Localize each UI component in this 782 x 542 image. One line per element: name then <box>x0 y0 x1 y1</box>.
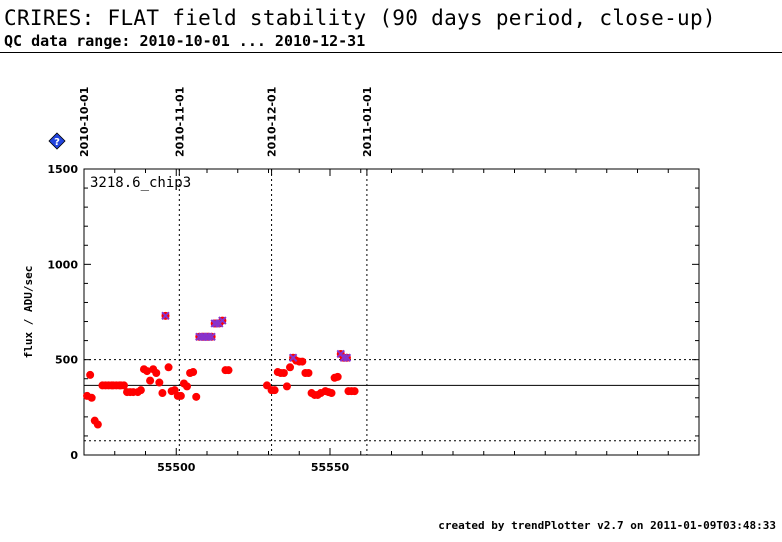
data-point[interactable] <box>304 369 313 378</box>
data-point[interactable] <box>192 392 201 401</box>
data-point[interactable] <box>146 376 155 385</box>
header-divider <box>0 52 782 53</box>
date-marker-label: 2010-10-01 <box>78 87 91 157</box>
y-tick-label: 1500 <box>47 163 78 176</box>
outlier-marker <box>288 353 298 362</box>
data-point[interactable] <box>152 369 161 378</box>
outlier-marker <box>342 353 352 362</box>
data-range-subtitle: QC data range: 2010-10-01 ... 2010-12-31 <box>4 32 366 50</box>
data-point[interactable] <box>224 366 233 375</box>
x-tick-label: 55550 <box>311 461 350 474</box>
data-point[interactable] <box>327 389 336 398</box>
series-label: 3218.6_chip3 <box>90 175 191 191</box>
data-point[interactable] <box>286 363 295 372</box>
outlier-marker <box>339 353 349 362</box>
date-marker-label: 2010-12-01 <box>266 87 279 157</box>
data-point[interactable] <box>119 381 128 390</box>
data-point[interactable] <box>155 378 164 387</box>
help-diamond-icon[interactable] <box>48 132 66 150</box>
data-point[interactable] <box>282 382 291 391</box>
data-point[interactable] <box>176 391 185 400</box>
data-point[interactable] <box>183 382 192 391</box>
y-tick-label: 0 <box>70 449 78 462</box>
data-point[interactable] <box>164 363 173 372</box>
data-point[interactable] <box>143 367 152 376</box>
x-tick-label: 55500 <box>157 461 196 474</box>
outlier-marker <box>204 332 213 341</box>
data-point[interactable] <box>86 370 95 379</box>
outlier-marker <box>207 332 216 341</box>
date-marker-label: 2010-11-01 <box>173 87 186 157</box>
data-point[interactable] <box>270 386 279 395</box>
y-tick-label: 1000 <box>47 258 78 271</box>
y-axis-label: flux / ADU/sec <box>22 266 35 359</box>
chart-title: CRIRES: FLAT field stability (90 days pe… <box>4 6 716 30</box>
plot-frame <box>83 168 700 456</box>
data-point[interactable] <box>93 420 102 429</box>
data-point[interactable] <box>158 389 167 398</box>
data-point[interactable] <box>298 357 307 366</box>
help-badge-label: ? <box>54 137 60 148</box>
data-point[interactable] <box>189 368 198 377</box>
outlier-marker <box>212 319 221 328</box>
y-tick-label: 500 <box>55 354 78 367</box>
data-point[interactable] <box>333 372 342 381</box>
help-badge[interactable]: ? <box>48 132 66 150</box>
outlier-marker <box>218 316 227 325</box>
data-point[interactable] <box>350 387 359 396</box>
footer-credit: created by trendPlotter v2.7 on 2011-01-… <box>438 519 776 532</box>
date-marker-label: 2011-01-01 <box>361 87 374 157</box>
data-point[interactable] <box>279 369 288 378</box>
data-point[interactable] <box>87 393 96 402</box>
outlier-marker <box>161 311 170 321</box>
data-point[interactable] <box>136 386 145 395</box>
